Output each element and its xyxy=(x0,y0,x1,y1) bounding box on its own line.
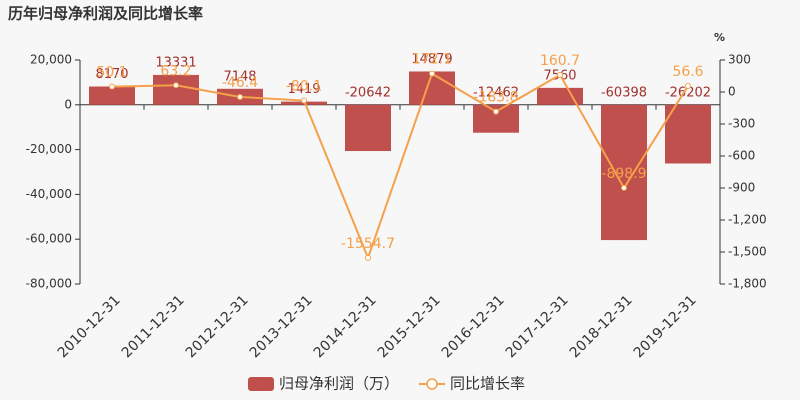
line-label: 63.2 xyxy=(160,63,191,79)
line-label: 56.6 xyxy=(672,64,703,80)
line xyxy=(111,72,689,261)
bar xyxy=(345,104,391,152)
y2-tick-label: 0 xyxy=(728,85,736,99)
y-tick-label: 0 xyxy=(64,97,72,111)
legend-label: 同比增长率 xyxy=(450,375,525,393)
bar-label: -12462 xyxy=(473,85,519,100)
bar-label: 14879 xyxy=(411,52,452,67)
line-label: -1554.7 xyxy=(341,236,395,252)
y-tick-label: -80,000 xyxy=(26,277,72,291)
legend-label: 归母净利润（万） xyxy=(279,375,399,393)
bar-label: -60398 xyxy=(601,85,647,100)
y2-unit: % xyxy=(714,31,725,44)
line-point xyxy=(493,108,499,115)
y2-tick-label: -1,500 xyxy=(728,245,767,259)
line-label: -80.1 xyxy=(286,79,322,95)
bar-label: 8170 xyxy=(95,67,128,82)
line-label: 50.1 xyxy=(96,65,127,81)
y-tick-label: -60,000 xyxy=(26,232,72,246)
y-tick-label: 20,000 xyxy=(30,53,72,67)
line-point xyxy=(621,184,627,191)
y-tick-label: -20,000 xyxy=(26,142,72,156)
line-point xyxy=(237,93,243,100)
line-point xyxy=(685,82,691,89)
y2-tick-label: -1,800 xyxy=(728,277,767,291)
legend-swatch xyxy=(426,378,438,390)
bar xyxy=(89,86,135,105)
line-label: -183.8 xyxy=(473,90,518,106)
line-point xyxy=(109,83,115,90)
line-point xyxy=(429,70,435,77)
line-point xyxy=(557,71,563,78)
line-label: 160.7 xyxy=(540,53,580,69)
bar-label: 7148 xyxy=(223,69,256,84)
line-point xyxy=(301,97,307,104)
line-point xyxy=(365,254,371,261)
bar xyxy=(537,87,583,105)
legend-swatch xyxy=(248,377,274,391)
bar-label: 1419 xyxy=(287,82,320,97)
bar xyxy=(665,104,711,164)
bar xyxy=(409,71,455,105)
chart-title: 历年归母净利润及同比增长率 xyxy=(8,5,203,23)
bar-label: 13331 xyxy=(155,55,196,70)
bar xyxy=(601,104,647,241)
bar-label: -26202 xyxy=(665,85,711,100)
y2-tick-label: -300 xyxy=(728,117,755,131)
y2-tick-label: 300 xyxy=(728,53,751,67)
y2-tick-label: -1,200 xyxy=(728,213,767,227)
bar-label: -20642 xyxy=(345,85,391,100)
y2-tick-label: -900 xyxy=(728,181,755,195)
bar xyxy=(153,74,199,105)
line-label: -898.9 xyxy=(601,166,646,182)
y2-tick-label: -600 xyxy=(728,149,755,163)
line-point xyxy=(173,82,179,89)
line-label: 172.1 xyxy=(412,52,452,68)
line-label: -46.4 xyxy=(222,75,258,91)
y-tick-label: -40,000 xyxy=(26,187,72,201)
